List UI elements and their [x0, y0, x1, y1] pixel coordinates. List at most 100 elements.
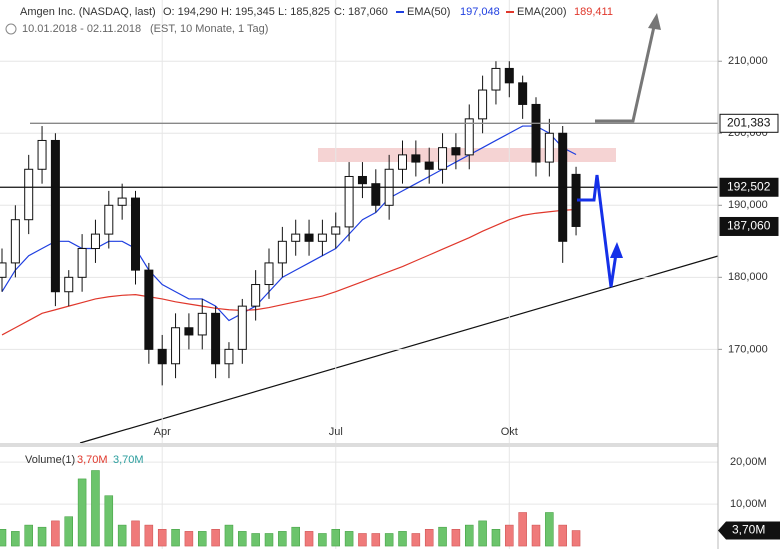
volume-bar [291, 526, 300, 547]
candle-body [37, 139, 47, 170]
candle-body [144, 269, 154, 350]
candle-body [104, 204, 114, 235]
legend-label: EMA(200) [517, 6, 567, 18]
forecast-arrow [595, 21, 657, 123]
last-label: 3,70M [732, 523, 765, 537]
candle-body [224, 348, 234, 365]
candle-body [264, 262, 274, 286]
volume-bar [478, 520, 487, 547]
y-tick-label: 10,00M [730, 498, 767, 510]
candle-body [117, 197, 127, 206]
candle-body [451, 147, 461, 156]
candle-body [344, 175, 354, 228]
level-box [719, 216, 779, 236]
candle-body [464, 118, 474, 156]
ohlc: O: 194,290 [163, 6, 217, 18]
candle-body [251, 284, 261, 307]
volume-bar [424, 529, 434, 547]
volume-bar [505, 524, 514, 547]
volume-bar [438, 526, 447, 547]
candle-body [131, 197, 140, 271]
volume-bar [558, 524, 567, 547]
volume-bar [77, 478, 87, 547]
legend-label: EMA(50) [407, 6, 450, 18]
instrument: Amgen Inc. (NASDAQ, last) [20, 6, 156, 18]
candle-body [277, 240, 287, 264]
volume-bar [384, 533, 394, 547]
ohlc: C: 187,060 [334, 6, 388, 18]
volume-bar [104, 495, 114, 547]
candle-body [184, 327, 194, 336]
volume-bar [304, 531, 314, 547]
clock-icon [5, 23, 17, 35]
candle-body [357, 175, 367, 185]
candle-body [157, 348, 167, 365]
y-tick-label: 170,000 [728, 343, 768, 355]
volume-bar [0, 529, 7, 547]
volume-bar [571, 530, 581, 547]
candle-body [518, 82, 528, 105]
candle-body [331, 226, 341, 235]
ohlc: L: 185,825 [278, 6, 330, 18]
candle-body [304, 233, 314, 242]
volume-bar [398, 531, 407, 547]
volume-bar [331, 529, 340, 547]
volume-bar [344, 531, 354, 547]
volume-bar [157, 529, 167, 547]
volume-bar [318, 533, 327, 547]
level-box [719, 113, 779, 133]
volume-bar [184, 531, 194, 547]
volume-bar [11, 531, 20, 547]
legend-value: 189,411 [574, 6, 613, 18]
volume-bar [264, 533, 274, 547]
separator [0, 443, 718, 447]
candle-body [77, 248, 87, 278]
candle-body [317, 233, 327, 242]
x-tick-label: Apr [154, 426, 171, 438]
level-label: 187,060 [727, 219, 771, 233]
volume-bar [24, 524, 33, 547]
candle-body [64, 276, 74, 293]
volume-bar [545, 512, 554, 547]
ema-line [1, 208, 577, 336]
candle-body [491, 67, 501, 91]
volume-bar [224, 524, 234, 547]
candle-body [424, 161, 434, 170]
last-box [718, 521, 780, 540]
header: Amgen Inc. (NASDAQ, last) O: 194,290 H: … [5, 6, 613, 466]
candle-body [10, 219, 20, 264]
candle-body [531, 103, 541, 163]
volume-bar [131, 520, 140, 547]
candle-body [237, 305, 247, 350]
legend-value: 197,048 [460, 6, 500, 18]
volume-bar [198, 531, 207, 547]
volume-bar [411, 533, 421, 547]
candle-body [24, 168, 34, 221]
y-tick-label: 20,00M [730, 456, 767, 468]
legend-value: 3,70M [113, 454, 144, 466]
forecast-arrow [577, 174, 619, 288]
candle-body [90, 233, 100, 250]
volume-bar [371, 533, 381, 547]
volume-bar [171, 529, 180, 547]
level-box [719, 177, 779, 197]
candle-body [197, 312, 207, 336]
volume-bar [465, 524, 474, 547]
ohlc: H: 195,345 [221, 6, 275, 18]
volume-bar [91, 470, 100, 547]
volume-bar [451, 529, 461, 547]
level-label: 192,502 [727, 179, 771, 193]
legend-value: 3,70M [77, 454, 108, 466]
arrow-head [610, 242, 623, 258]
volume-bar [211, 529, 220, 547]
candle-body [478, 89, 488, 120]
volume-bar [117, 524, 127, 547]
candle-body [50, 139, 60, 293]
volume-bar [278, 531, 287, 547]
candle-body [398, 154, 407, 170]
volume-bar [51, 520, 60, 547]
x-tick-label: Jul [329, 426, 343, 438]
volume-bar [238, 531, 247, 547]
candle-body [0, 262, 7, 278]
